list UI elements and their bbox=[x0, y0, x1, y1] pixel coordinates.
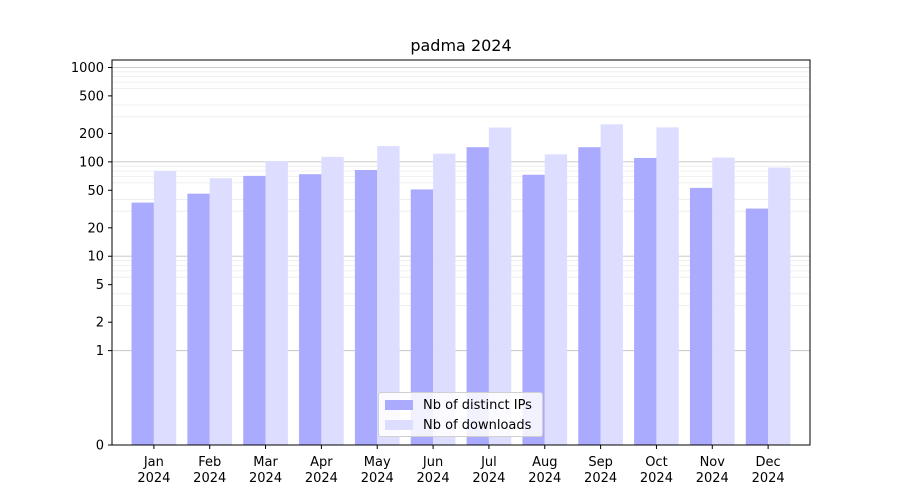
legend-item-downloads: Nb of downloads bbox=[385, 416, 531, 434]
bar-distinct-ips bbox=[131, 202, 154, 445]
legend-label-ips: Nb of distinct IPs bbox=[423, 397, 532, 413]
bar-distinct-ips bbox=[243, 175, 266, 445]
bar-distinct-ips bbox=[578, 147, 601, 445]
x-tick-label: Oct bbox=[645, 455, 667, 470]
x-tick-label: 2024 bbox=[137, 471, 170, 486]
bar-downloads bbox=[377, 146, 400, 446]
y-tick-label: 20 bbox=[87, 221, 104, 236]
bar-distinct-ips bbox=[410, 189, 434, 445]
chart-title: padma 2024 bbox=[410, 36, 511, 55]
bar-distinct-ips bbox=[466, 147, 489, 445]
bar-downloads bbox=[209, 178, 233, 445]
x-tick-label: 2024 bbox=[696, 471, 729, 486]
x-tick-label: Nov bbox=[700, 455, 726, 470]
x-tick-label: Jun bbox=[422, 455, 443, 470]
bar-downloads bbox=[321, 156, 344, 445]
y-tick-label: 200 bbox=[79, 127, 104, 142]
x-tick-label: May bbox=[364, 455, 391, 470]
x-tick-label: 2024 bbox=[305, 471, 338, 486]
x-tick-label: Jan bbox=[143, 455, 164, 470]
x-tick-label: 2024 bbox=[584, 471, 617, 486]
y-tick-label: 10 bbox=[87, 250, 104, 265]
x-tick-label: Feb bbox=[198, 455, 221, 470]
bar-distinct-ips bbox=[354, 169, 378, 446]
bar-downloads bbox=[600, 124, 623, 446]
bar-downloads bbox=[712, 157, 735, 446]
legend-swatch-ips bbox=[385, 400, 413, 410]
x-tick-label: 2024 bbox=[640, 471, 673, 486]
x-tick-label: 2024 bbox=[361, 471, 394, 486]
x-tick-label: 2024 bbox=[417, 471, 450, 486]
x-tick-label: 2024 bbox=[752, 471, 785, 486]
x-tick-label: Mar bbox=[253, 455, 278, 470]
bar-downloads bbox=[153, 171, 177, 446]
y-tick-label: 2 bbox=[96, 316, 104, 331]
bar-downloads bbox=[265, 161, 288, 445]
x-tick-label: 2024 bbox=[528, 471, 561, 486]
x-tick-label: 2024 bbox=[249, 471, 282, 486]
y-tick-label: 1 bbox=[96, 344, 104, 359]
x-tick-label: Sep bbox=[588, 455, 613, 470]
x-tick-label: Apr bbox=[310, 455, 333, 470]
x-tick-label: Jul bbox=[480, 455, 497, 470]
x-tick-label: Aug bbox=[532, 455, 557, 470]
bar-distinct-ips bbox=[745, 208, 769, 445]
legend-item-ips: Nb of distinct IPs bbox=[385, 396, 532, 414]
legend-label-downloads: Nb of downloads bbox=[423, 417, 532, 433]
bar-downloads bbox=[488, 127, 512, 446]
x-tick-label: 2024 bbox=[193, 471, 226, 486]
legend: Nb of distinct IPs Nb of downloads bbox=[378, 392, 543, 437]
x-tick-label: Dec bbox=[756, 455, 781, 470]
plot-frame bbox=[111, 59, 811, 446]
x-tick-label: 2024 bbox=[472, 471, 505, 486]
bar-distinct-ips bbox=[634, 157, 657, 445]
bar-distinct-ips bbox=[522, 174, 545, 445]
y-tick-label: 50 bbox=[87, 184, 104, 199]
y-tick-label: 100 bbox=[79, 155, 104, 170]
bar-downloads bbox=[544, 154, 568, 445]
y-tick-label: 5 bbox=[96, 278, 104, 293]
bar-downloads bbox=[768, 167, 791, 445]
legend-swatch-downloads bbox=[385, 420, 413, 430]
bar-distinct-ips bbox=[187, 193, 210, 445]
bar-distinct-ips bbox=[689, 187, 713, 446]
y-tick-label: 1000 bbox=[71, 61, 104, 76]
bar-distinct-ips bbox=[299, 174, 322, 445]
y-tick-label: 500 bbox=[79, 89, 104, 104]
y-tick-label: 0 bbox=[96, 439, 104, 454]
bar-downloads bbox=[433, 153, 456, 445]
bar-downloads bbox=[656, 127, 679, 446]
